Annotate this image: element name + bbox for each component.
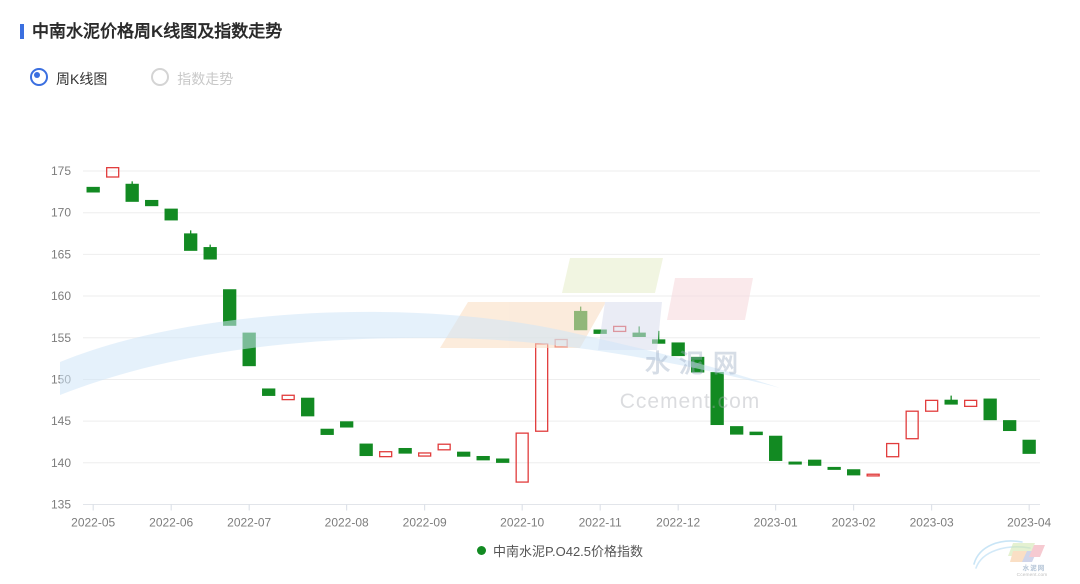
svg-text:Ccement.com: Ccement.com — [1017, 572, 1048, 578]
svg-text:2023-01: 2023-01 — [754, 516, 798, 530]
svg-text:2022-08: 2022-08 — [325, 516, 369, 530]
svg-text:2022-05: 2022-05 — [71, 516, 115, 530]
svg-text:2023-02: 2023-02 — [832, 516, 876, 530]
svg-text:140: 140 — [51, 456, 71, 470]
svg-text:150: 150 — [51, 372, 71, 386]
svg-text:2022-07: 2022-07 — [227, 516, 271, 530]
svg-text:2023-03: 2023-03 — [910, 516, 954, 530]
svg-text:155: 155 — [51, 331, 71, 345]
svg-text:175: 175 — [51, 164, 71, 178]
svg-text:2022-06: 2022-06 — [149, 516, 193, 530]
svg-text:2022-11: 2022-11 — [579, 516, 622, 530]
svg-text:165: 165 — [51, 247, 71, 261]
svg-text:160: 160 — [51, 289, 71, 303]
svg-text:2022-12: 2022-12 — [656, 516, 700, 530]
svg-text:水泥网: 水泥网 — [1023, 563, 1046, 572]
svg-text:170: 170 — [51, 206, 71, 220]
svg-text:2022-09: 2022-09 — [403, 516, 447, 530]
svg-text:135: 135 — [51, 498, 71, 512]
svg-text:2022-10: 2022-10 — [500, 516, 544, 530]
svg-text:145: 145 — [51, 414, 71, 428]
